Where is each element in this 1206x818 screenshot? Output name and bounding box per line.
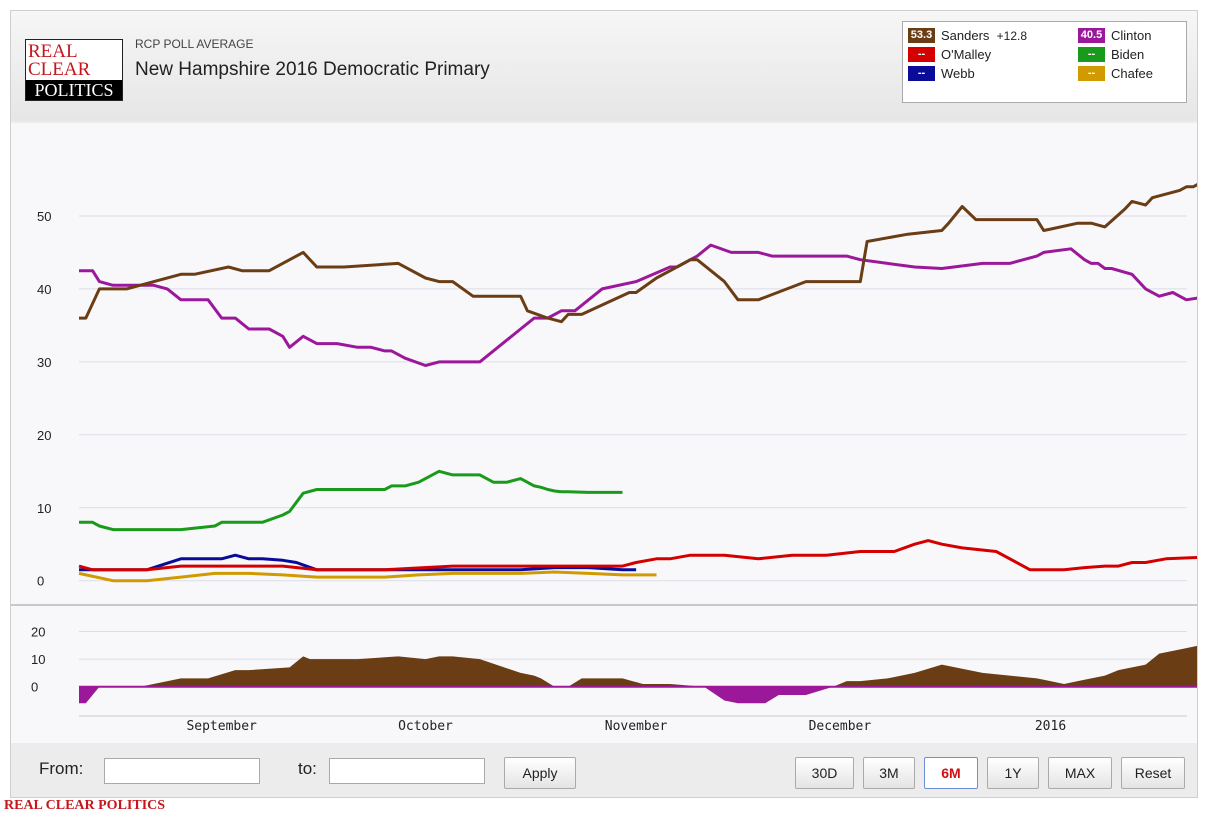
spread-tick-label: 0 — [31, 680, 38, 695]
reset-button[interactable]: Reset — [1121, 757, 1185, 789]
legend-name-chafee: Chafee — [1111, 66, 1153, 81]
range-1y-button[interactable]: 1Y — [987, 757, 1039, 789]
chart-title: New Hampshire 2016 Democratic Primary — [135, 59, 490, 80]
legend-name-webb: Webb — [941, 66, 975, 81]
range-30d-button[interactable]: 30D — [795, 757, 854, 789]
spread-area-sanders — [79, 645, 1197, 687]
range-controls: From: to: Apply 30D 3M 6M 1Y MAX Reset — [11, 745, 1197, 797]
y-tick-label: 30 — [37, 355, 51, 370]
range-6m-button[interactable]: 6M — [924, 757, 978, 789]
x-tick-label: December — [809, 719, 872, 734]
series-line-biden — [79, 469, 623, 532]
legend-name-omalley: O'Malley — [941, 47, 992, 62]
y-tick-label: 50 — [37, 209, 51, 224]
y-tick-label: 40 — [37, 282, 51, 297]
x-tick-label: 2016 — [1035, 719, 1066, 734]
apply-button[interactable]: Apply — [504, 757, 576, 789]
legend-value-webb: -- — [908, 66, 935, 81]
range-max-button[interactable]: MAX — [1048, 757, 1112, 789]
legend-name-biden: Biden — [1111, 47, 1145, 62]
spread-area-clinton — [79, 686, 1197, 704]
legend-value-clinton: 40.5 — [1078, 28, 1105, 43]
y-tick-label: 20 — [37, 428, 51, 443]
y-tick-label: 10 — [37, 501, 51, 516]
legend-value-biden: -- — [1078, 47, 1105, 62]
legend-value-chafee: -- — [1078, 66, 1105, 81]
series-line-sanders — [79, 183, 1197, 324]
logo-line-1: REAL — [28, 41, 78, 62]
logo-line-2: CLEAR — [28, 59, 91, 80]
range-3m-button[interactable]: 3M — [863, 757, 915, 789]
legend-name-clinton: Clinton — [1111, 28, 1152, 43]
series-line-chafee — [78, 570, 657, 583]
series-line-clinton — [79, 243, 1197, 367]
footer-brand: REAL CLEAR POLITICS — [4, 798, 166, 813]
spread-tick-label: 10 — [31, 652, 45, 667]
chart-subtitle: RCP POLL AVERAGE — [135, 37, 254, 51]
legend-name-sanders: Sanders — [941, 28, 990, 43]
x-tick-label: September — [186, 719, 257, 734]
from-label: From: — [39, 759, 84, 778]
from-date-input[interactable] — [104, 758, 260, 784]
to-date-input[interactable] — [329, 758, 485, 784]
legend-spread-sanders: +12.8 — [996, 29, 1028, 43]
legend-value-omalley: -- — [908, 47, 935, 62]
series-line-omalley — [78, 539, 1197, 572]
logo-line-3: POLITICS — [26, 80, 122, 100]
poll-chart[interactable]: 0 10 20 30 40 50 0 10 20 September October November… — [11, 123, 1197, 743]
plot-area[interactable]: 0 10 20 30 40 50 0 10 20 September October November… — [11, 123, 1197, 743]
to-label: to: — [298, 759, 317, 778]
x-tick-label: November — [605, 719, 668, 734]
x-tick-label: October — [398, 719, 453, 734]
series-line-webb — [79, 553, 637, 572]
legend-value-sanders: 53.3 — [908, 28, 935, 43]
chart-frame: REAL CLEAR POLITICS RCP POLL AVERAGE New… — [10, 10, 1198, 798]
rcp-logo[interactable]: REAL CLEAR POLITICS — [25, 39, 123, 101]
legend: 53.3 Sanders +12.8 40.5 Clinton -- O'Mal… — [902, 21, 1187, 103]
y-tick-label: 0 — [37, 574, 44, 589]
spread-tick-label: 20 — [31, 625, 45, 640]
chart-header: REAL CLEAR POLITICS RCP POLL AVERAGE New… — [11, 11, 1197, 121]
